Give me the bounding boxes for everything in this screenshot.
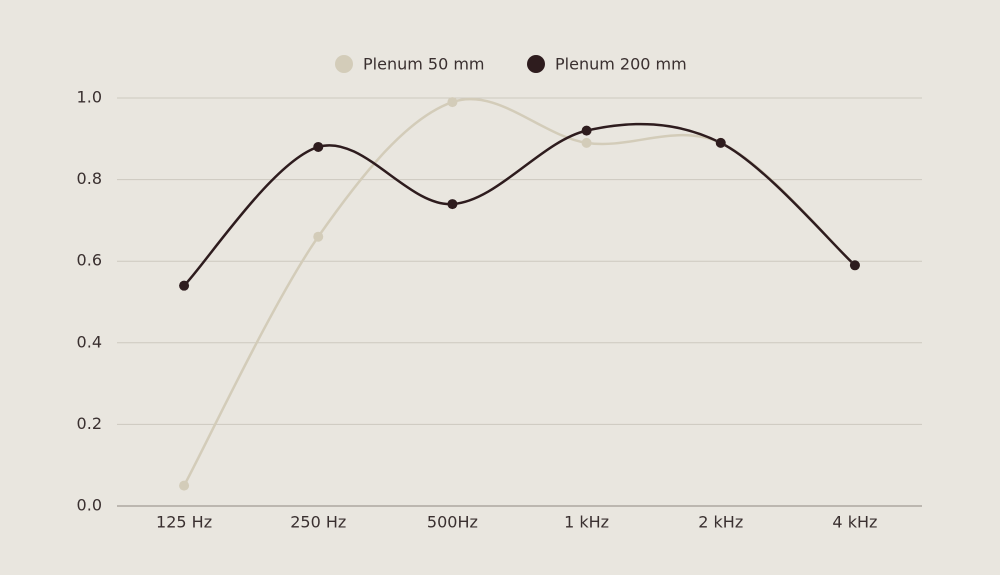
x-tick-label: 250 Hz xyxy=(290,513,346,532)
y-tick-label: 0.2 xyxy=(77,414,102,433)
data-point xyxy=(313,231,324,242)
data-point xyxy=(581,137,592,148)
legend-label: Plenum 50 mm xyxy=(363,55,485,74)
data-point xyxy=(313,141,324,152)
data-point xyxy=(179,480,190,491)
data-point xyxy=(715,137,726,148)
x-tick-label: 500Hz xyxy=(427,513,478,532)
y-tick-label: 0.8 xyxy=(77,169,102,188)
y-tick-label: 0.0 xyxy=(77,496,102,515)
y-tick-label: 0.4 xyxy=(77,332,102,351)
legend-marker xyxy=(335,55,353,73)
legend-label: Plenum 200 mm xyxy=(555,55,687,74)
x-tick-label: 125 Hz xyxy=(156,513,212,532)
x-tick-label: 2 kHz xyxy=(698,513,743,532)
series-line xyxy=(182,97,856,487)
data-point xyxy=(179,280,190,291)
legend-marker xyxy=(527,55,545,73)
data-point xyxy=(849,260,860,271)
y-tick-label: 0.6 xyxy=(77,251,102,270)
y-tick-label: 1.0 xyxy=(77,88,102,107)
x-tick-label: 4 kHz xyxy=(832,513,877,532)
data-point xyxy=(447,97,458,108)
x-tick-label: 1 kHz xyxy=(564,513,609,532)
data-point xyxy=(581,125,592,136)
data-point xyxy=(447,199,458,210)
series-line xyxy=(183,122,856,287)
